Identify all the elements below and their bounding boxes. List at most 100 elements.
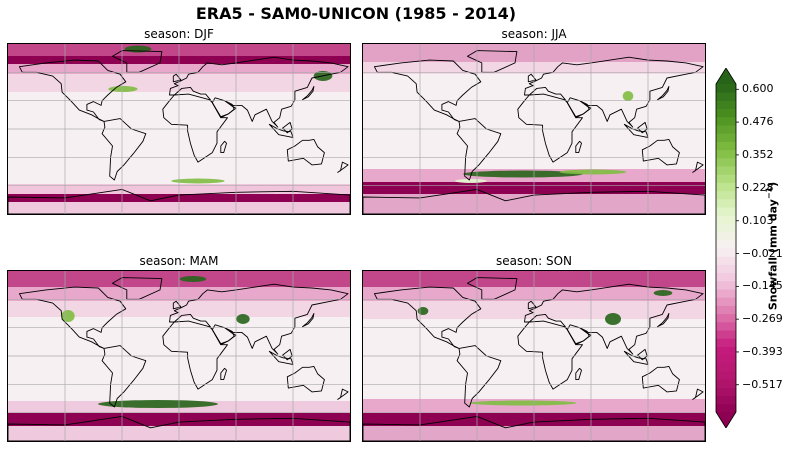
snowfall-positive-anomaly [236, 314, 250, 324]
coastline-samerica [456, 345, 502, 408]
panel-title-son: season: SON [495, 254, 573, 268]
colorbar-label-text: Snowfall (mm day [766, 199, 780, 311]
coastline-japan [302, 313, 315, 328]
coastline-madagascar [575, 367, 582, 381]
colorbar-segment [716, 215, 736, 224]
coastline-arabia [566, 324, 590, 346]
colorbar-segment [716, 403, 736, 413]
panel-title-jja: season: JJA [501, 27, 567, 41]
coastline-japan [657, 313, 670, 328]
coastline-uk [172, 73, 182, 83]
coastline-africa [162, 320, 228, 390]
map-svg-mam [8, 271, 350, 441]
coastline-africa [162, 93, 228, 163]
colorbar-segment [716, 141, 736, 151]
colorbar-segment [716, 280, 736, 290]
snowfall-positive-anomaly [653, 290, 673, 296]
coastline-japan [302, 86, 315, 101]
colorbar-segment [716, 198, 736, 208]
snowfall-positive-anomaly [469, 400, 577, 406]
coastline-uk [527, 73, 537, 83]
colorbar-segment [716, 395, 736, 405]
coastline-australia [286, 138, 325, 166]
colorbar-segment [716, 133, 736, 142]
colorbar-segment [716, 264, 736, 274]
colorbar-segment [716, 256, 736, 265]
colorbar-segment [716, 108, 736, 118]
colorbar-tick-label: −0.269 [742, 312, 783, 326]
colorbar-outline [715, 68, 737, 428]
map-svg-djf [8, 44, 350, 214]
colorbar-segment [716, 338, 736, 347]
coastline-arabia [566, 97, 590, 119]
coastline-nz [692, 388, 704, 400]
colorbar-tick-label: −0.393 [742, 344, 783, 358]
colorbar-segment [716, 166, 736, 175]
snowfall-positive-anomaly [171, 178, 225, 184]
colorbar-segment [716, 239, 736, 249]
coastline-arabia [211, 324, 235, 346]
colorbar-segment [716, 321, 736, 331]
colorbar-segment [716, 297, 736, 306]
colorbar-segment [716, 182, 736, 192]
coastline-greenland [112, 277, 163, 300]
snowfall-positive-anomaly [622, 91, 634, 101]
colorbar-segment [716, 362, 736, 372]
coastline-uk [527, 300, 537, 310]
colorbar-segment [716, 84, 736, 93]
coastline-namerica [373, 59, 482, 122]
colorbar-segment [716, 346, 736, 356]
colorbar-tick-label: 0.103 [742, 213, 774, 227]
coastline-nz [692, 161, 704, 173]
colorbar-segment [716, 157, 736, 167]
coastline-greenland [467, 277, 518, 300]
colorbar-extend-max [716, 68, 736, 84]
colorbar-tick-label: −0.145 [742, 279, 783, 293]
map-svg-jja [363, 44, 705, 214]
coastline-samerica [101, 345, 147, 408]
coastline-samerica [101, 118, 147, 181]
map-panel-son [362, 270, 706, 442]
coastline-madagascar [575, 140, 582, 154]
colorbar-segment [716, 92, 736, 101]
coastline-australia [286, 365, 325, 393]
colorbar-segment [716, 231, 736, 241]
map-panel-djf [7, 43, 351, 215]
coastline-greenland [467, 50, 518, 73]
map-svg-son [363, 271, 705, 441]
colorbar-tick-label: 0.228 [742, 180, 774, 194]
colorbar-label: Snowfall (mm day−1) [765, 182, 780, 310]
snowfall-positive-anomaly [559, 169, 627, 175]
colorbar-segment [716, 149, 736, 159]
colorbar-segment [716, 289, 736, 298]
panel-title-djf: season: DJF [144, 27, 214, 41]
colorbar-tick-label: 0.600 [742, 82, 774, 96]
coastline-arabia [211, 97, 235, 119]
panel-title-mam: season: MAM [139, 254, 219, 268]
colorbar-segment [716, 371, 736, 380]
snowfall-positive-anomaly [98, 400, 218, 408]
coastline-madagascar [220, 367, 227, 381]
colorbar-segment [716, 313, 736, 323]
snowfall-positive-anomaly [463, 170, 583, 178]
colorbar-segment [716, 174, 736, 183]
snowfall-positive-anomaly [417, 307, 429, 315]
colorbar-segment [716, 379, 736, 388]
map-panel-jja [362, 43, 706, 215]
coastline-australia [641, 365, 680, 393]
colorbar-segment [716, 354, 736, 364]
coastline-uk [172, 300, 182, 310]
colorbar-segment [716, 125, 736, 134]
colorbar-segment [716, 387, 736, 397]
coastline-greenland [112, 50, 163, 73]
colorbar-tick-label: −0.517 [742, 377, 783, 391]
colorbar-segment [716, 305, 736, 315]
colorbar-segment [716, 330, 736, 339]
colorbar-segment [716, 223, 736, 233]
colorbar [715, 68, 739, 428]
coastline-africa [517, 320, 583, 390]
colorbar-tick-label: 0.476 [742, 115, 774, 129]
colorbar-segment [716, 272, 736, 282]
coastline-samerica [456, 118, 502, 181]
colorbar-segment [716, 248, 736, 257]
